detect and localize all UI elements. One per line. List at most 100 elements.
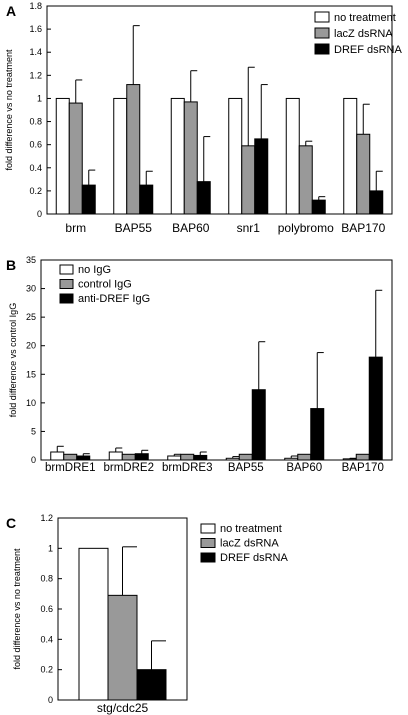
y-tick-label: 0.4 bbox=[40, 634, 53, 644]
y-tick-label: 0.6 bbox=[40, 604, 53, 614]
bar bbox=[55, 97, 70, 215]
category-label: brmDRE2 bbox=[104, 462, 154, 474]
legend-swatch bbox=[59, 293, 74, 304]
legend-swatch bbox=[314, 27, 330, 39]
bar bbox=[76, 455, 91, 461]
bar bbox=[343, 97, 358, 215]
bar bbox=[50, 451, 65, 461]
category-label: BAP55 bbox=[228, 462, 264, 474]
bar bbox=[251, 389, 266, 461]
bar bbox=[254, 138, 269, 215]
bar bbox=[167, 455, 182, 461]
y-tick-label: 10 bbox=[26, 398, 36, 408]
bar bbox=[193, 454, 208, 461]
y-tick-label: 1 bbox=[37, 93, 42, 103]
bar bbox=[355, 453, 370, 461]
y-tick-label: 35 bbox=[26, 255, 36, 265]
bar bbox=[298, 145, 313, 215]
bar bbox=[170, 97, 185, 215]
panel-label: A bbox=[6, 3, 16, 19]
legend-swatch bbox=[200, 538, 216, 548]
panel-label: C bbox=[6, 515, 16, 531]
bar bbox=[228, 97, 243, 215]
legend-entry: anti-DREF IgG bbox=[78, 293, 150, 305]
bar bbox=[139, 184, 154, 215]
y-tick-label: 0.6 bbox=[29, 140, 42, 150]
bar bbox=[81, 184, 96, 215]
bar bbox=[68, 102, 83, 215]
y-tick-label: 0.4 bbox=[29, 163, 42, 173]
y-tick-label: 1.4 bbox=[29, 47, 42, 57]
bar bbox=[78, 547, 109, 701]
y-tick-label: 1.6 bbox=[29, 24, 42, 34]
y-tick-label: 1.2 bbox=[40, 513, 53, 523]
category-label: BAP55 bbox=[115, 221, 153, 235]
category-label: brmDRE3 bbox=[162, 462, 212, 474]
category-label: stg/cdc25 bbox=[97, 701, 149, 715]
legend-entry: no treatment bbox=[334, 12, 396, 24]
y-tick-label: 1 bbox=[48, 543, 53, 553]
legend-entry: lacZ dsRNA bbox=[220, 538, 279, 550]
y-tick-label: 0.2 bbox=[29, 186, 42, 196]
legend-entry: no treatment bbox=[220, 523, 282, 535]
bar bbox=[225, 457, 240, 461]
legend-entry: DREF dsRNA bbox=[220, 552, 289, 564]
legend-swatch bbox=[59, 279, 74, 289]
bar bbox=[136, 669, 167, 701]
legend-entry: control IgG bbox=[78, 279, 132, 291]
category-label: snr1 bbox=[237, 221, 261, 235]
y-tick-label: 5 bbox=[31, 426, 36, 436]
category-label: BAP170 bbox=[342, 462, 384, 474]
bar bbox=[108, 451, 123, 461]
category-label: BAP60 bbox=[172, 221, 210, 235]
category-label: brm bbox=[65, 221, 86, 235]
y-tick-label: 25 bbox=[26, 312, 36, 322]
bar bbox=[238, 453, 253, 461]
y-tick-label: 0.8 bbox=[40, 574, 53, 584]
chart-panel-a: A 0 0.2 0.4 0.6 0.8 1 1.2 1.4 1.6 1.8 fold differen… bbox=[4, 1, 403, 235]
bar bbox=[369, 190, 384, 215]
y-tick-label: 0 bbox=[37, 209, 42, 219]
legend-swatch bbox=[59, 264, 74, 275]
category-label: BAP60 bbox=[286, 462, 322, 474]
plot-frame bbox=[40, 259, 393, 461]
chart-panel-c: C 0 0.2 0.4 0.6 0.8 1 1.2 fold difference vs no … bbox=[6, 513, 289, 715]
legend-swatch bbox=[200, 523, 216, 534]
bar bbox=[368, 356, 383, 461]
bar bbox=[285, 97, 300, 215]
legend-swatch bbox=[314, 11, 330, 23]
y-tick-label: 20 bbox=[26, 341, 36, 351]
bar bbox=[183, 101, 198, 215]
bar bbox=[134, 453, 149, 461]
bar bbox=[63, 453, 78, 461]
y-tick-label: 0 bbox=[31, 455, 36, 465]
bar bbox=[121, 453, 136, 461]
y-tick-label: 0 bbox=[48, 695, 53, 705]
bar bbox=[356, 133, 371, 215]
bar bbox=[180, 453, 195, 461]
bar bbox=[113, 97, 128, 215]
bar bbox=[311, 199, 326, 215]
category-label: brmDRE1 bbox=[45, 462, 95, 474]
bar bbox=[196, 181, 211, 215]
y-tick-label: 1.2 bbox=[29, 70, 42, 80]
legend-entry: lacZ dsRNA bbox=[334, 28, 393, 40]
bar bbox=[241, 145, 256, 215]
panel-label: B bbox=[6, 257, 16, 273]
bar bbox=[297, 453, 312, 461]
y-axis-label: fold difference vs no treatment bbox=[4, 49, 14, 170]
legend-entry: DREF dsRNA bbox=[334, 44, 403, 56]
plot-frame bbox=[46, 5, 393, 215]
y-tick-label: 15 bbox=[26, 369, 36, 379]
category-label: polybromo bbox=[278, 221, 334, 235]
bar bbox=[310, 408, 325, 461]
y-tick-label: 1.8 bbox=[29, 1, 42, 11]
legend-entry: no IgG bbox=[78, 264, 111, 276]
y-tick-label: 30 bbox=[26, 284, 36, 294]
bar bbox=[342, 458, 357, 461]
chart-panel-b: B 0 5 10 15 20 25 30 35 fold difference vs contro… bbox=[6, 255, 393, 474]
y-axis-label: fold difference vs no treatment bbox=[12, 548, 22, 669]
bar bbox=[284, 457, 299, 461]
category-label: BAP170 bbox=[341, 221, 385, 235]
